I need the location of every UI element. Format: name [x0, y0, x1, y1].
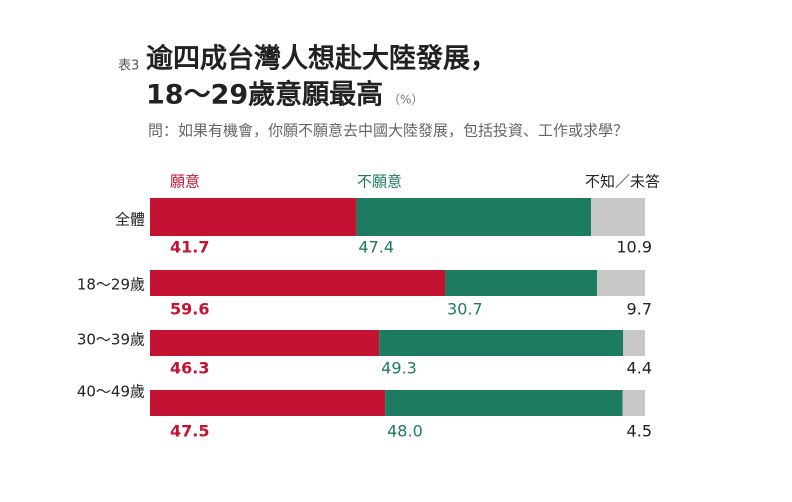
bar-segment [623, 330, 645, 356]
bar-segment [596, 270, 645, 296]
bar-segment [150, 270, 446, 296]
bar-segment [356, 198, 592, 236]
bar-segment [445, 270, 597, 296]
bar-segment [379, 330, 624, 356]
value-label: 49.3 [381, 359, 417, 378]
value-label: 47.4 [358, 238, 394, 257]
value-label: 30.7 [447, 300, 483, 319]
value-label: 4.5 [627, 422, 652, 441]
value-label: 9.7 [627, 300, 652, 319]
chart-title-line2: 18〜29歲意願最高 [146, 79, 383, 111]
chart-title: 逾四成台灣人想赴大陸發展， [146, 43, 497, 75]
value-label: 10.9 [616, 238, 652, 257]
value-label: 47.5 [170, 422, 209, 441]
unit: （%） [388, 93, 423, 107]
legend-label: 不願意 [357, 173, 402, 191]
y-tick-label: 30〜39歲 [77, 331, 145, 349]
value-label: 41.7 [170, 238, 209, 257]
bar-segment [150, 330, 380, 356]
y-tick-label: 40〜49歲 [77, 383, 145, 401]
y-tick-label: 全體 [115, 211, 145, 229]
value-label: 4.4 [627, 359, 652, 378]
y-tick-label: 18〜29歲 [77, 276, 145, 294]
chart-label: 表3 [118, 59, 139, 74]
bar-segment [150, 198, 357, 236]
legend-label: 願意 [170, 173, 200, 191]
bar-segment [622, 390, 645, 416]
value-label: 48.0 [387, 422, 423, 441]
bar-segment [385, 390, 623, 416]
value-label: 59.6 [170, 300, 209, 319]
legend-label: 不知／未答 [585, 173, 660, 191]
bar-segment [591, 198, 645, 236]
value-label: 46.3 [170, 359, 209, 378]
subtitle: 問：如果有機會，你願不願意去中國大陸發展，包括投資、工作或求學？ [148, 122, 628, 140]
bar-segment [150, 390, 386, 416]
